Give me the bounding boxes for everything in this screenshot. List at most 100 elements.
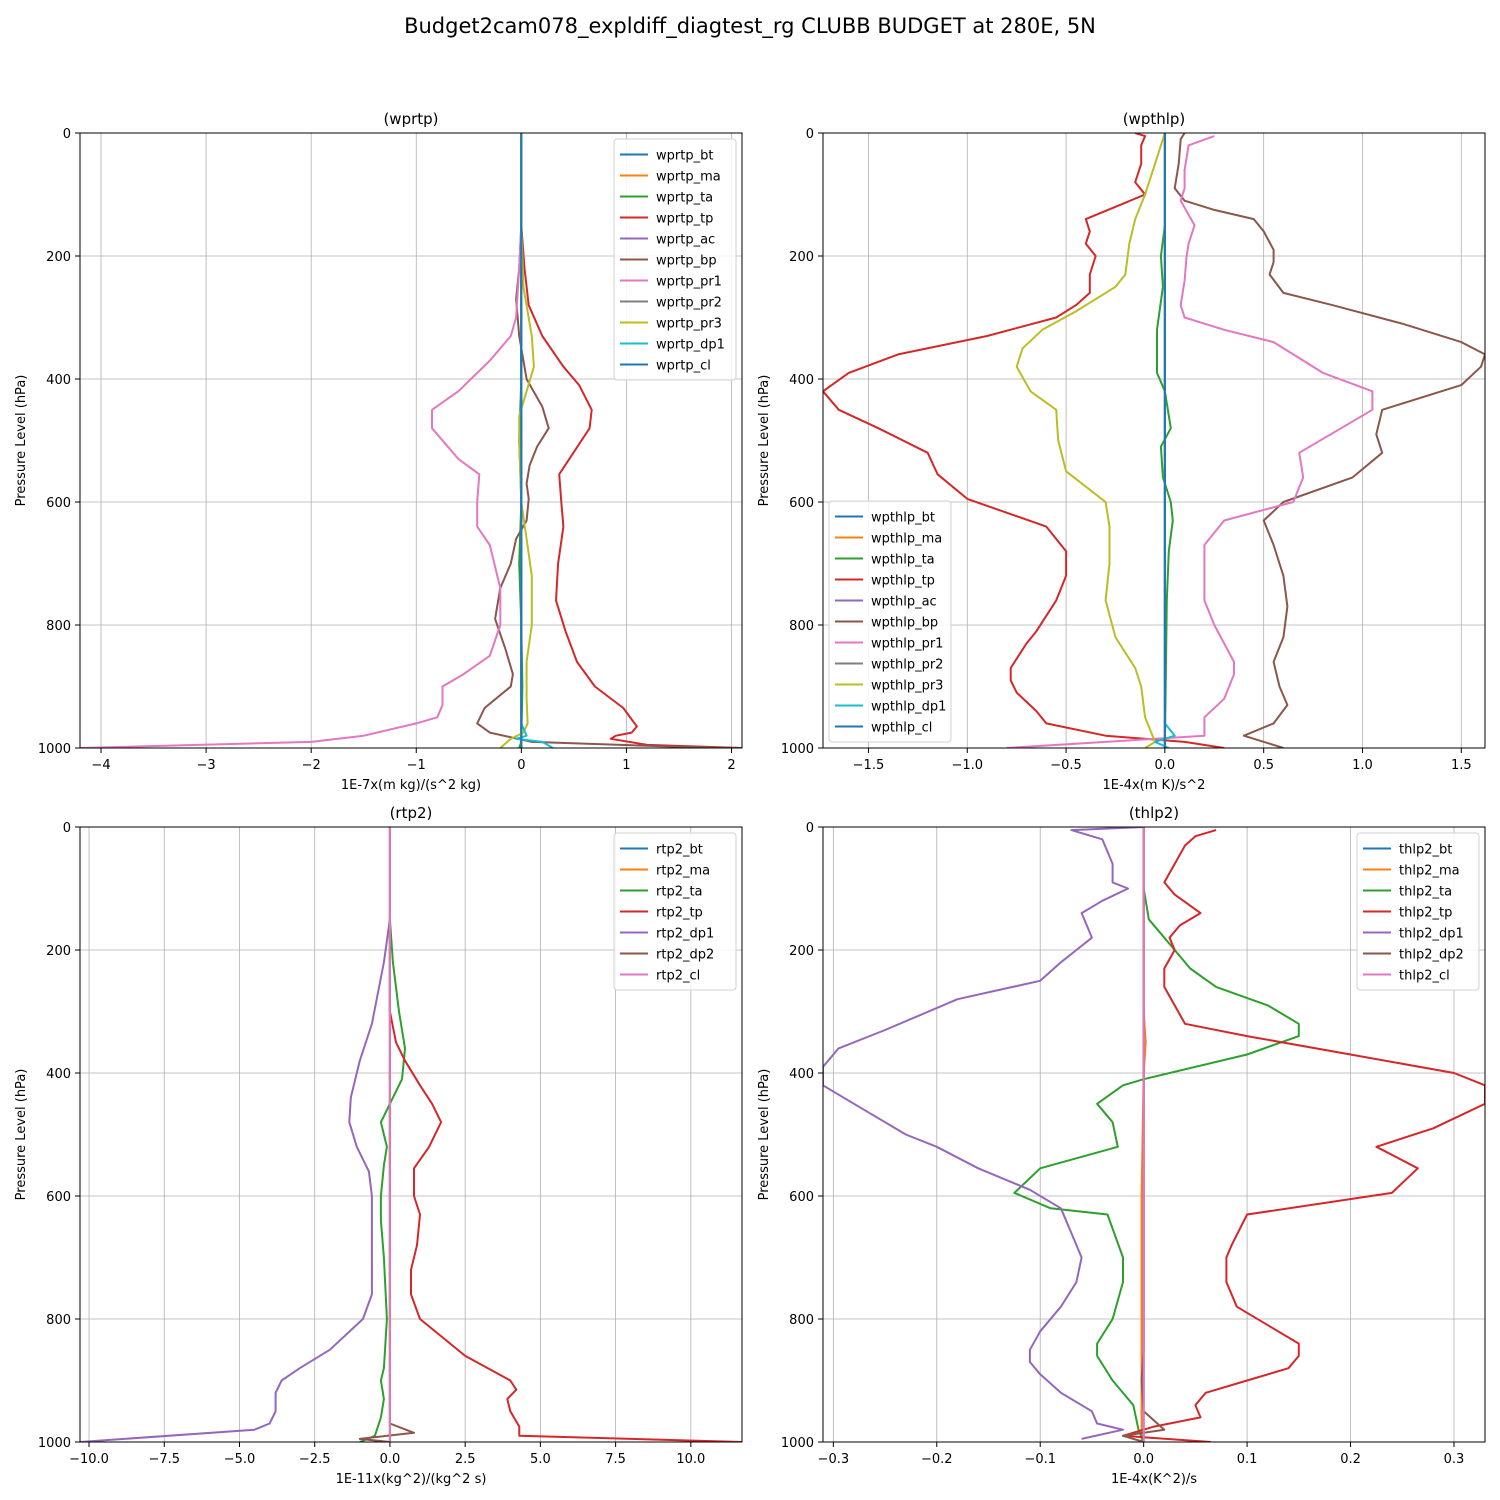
x-tick-label: 0 bbox=[517, 758, 525, 773]
legend-label: wprtp_ma bbox=[656, 170, 721, 185]
series-group bbox=[823, 827, 1485, 1442]
plot-frame bbox=[79, 826, 743, 1443]
chart-3: −0.3 −0.2 −0.1 0.0 0.1 0.2 0.3 0 200 400 600 800 100… bbox=[757, 804, 1486, 1487]
series-line-wpthlp_pr3 bbox=[1015, 133, 1166, 748]
plot-frame bbox=[822, 132, 1486, 749]
legend: wprtp_bt wprtp_ma wprtp_ta wprtp_tp wprtp_ac… bbox=[613, 138, 737, 381]
x-tick-label: 5.0 bbox=[530, 1452, 551, 1467]
y-tick-label: 400 bbox=[789, 373, 814, 388]
legend-label: wpthlp_ta bbox=[871, 553, 935, 568]
y-axis-label: Pressure Level (hPa) bbox=[757, 375, 772, 507]
x-tick-label: 0.0 bbox=[380, 1452, 401, 1467]
x-tick-label: −7.5 bbox=[148, 1452, 180, 1467]
x-axis-label: 1E-4x(K^2)/s bbox=[1111, 1472, 1197, 1487]
series-line-rtp2_ta bbox=[359, 919, 406, 1442]
legend-label: thlp2_ma bbox=[1399, 864, 1460, 879]
y-tick-label: 800 bbox=[46, 1313, 71, 1328]
series-line-wprtp_bp bbox=[476, 225, 742, 748]
x-tick-label: 7.5 bbox=[605, 1452, 626, 1467]
x-tick-label: −10.0 bbox=[69, 1452, 109, 1467]
legend: wpthlp_bt wpthlp_ma wpthlp_ta wpthlp_tpwpth… bbox=[828, 500, 952, 743]
y-tick-label: 0 bbox=[63, 821, 71, 836]
legend-label: wprtp_pr3 bbox=[656, 317, 722, 332]
x-tick-label: 1.0 bbox=[1352, 758, 1373, 773]
legend-label: wpthlp_bp bbox=[871, 616, 938, 631]
chart-1: −1.5 −1.0 −0.5 0.0 0.5 1.0 1.5 0 200 400 600 800 100… bbox=[757, 110, 1486, 793]
series-group bbox=[823, 133, 1485, 748]
y-tick-label: 600 bbox=[46, 496, 71, 511]
legend-label: wprtp_ac bbox=[656, 233, 715, 248]
series-line-wpthlp_tp bbox=[823, 133, 1225, 748]
x-tick-label: 2 bbox=[727, 758, 735, 773]
y-tick-label: 1000 bbox=[781, 1436, 814, 1451]
x-tick-label: −2.5 bbox=[299, 1452, 331, 1467]
y-tick-label: 400 bbox=[789, 1067, 814, 1082]
y-tick-label: 400 bbox=[46, 1067, 71, 1082]
chart-title: (thlp2) bbox=[1129, 804, 1179, 822]
legend: thlp2_bt thlp2_ma thlp2_ta thlp2_tp thlp2_dp… bbox=[1356, 832, 1480, 991]
plot-frame bbox=[79, 132, 743, 749]
x-tick-label: 0.0 bbox=[1133, 1452, 1154, 1467]
x-tick-label: 0.2 bbox=[1340, 1452, 1361, 1467]
series-group bbox=[80, 827, 742, 1442]
y-tick-label: 200 bbox=[789, 944, 814, 959]
series-line-thlp2_ta bbox=[1013, 888, 1300, 1442]
x-tick-label: −2 bbox=[302, 758, 321, 773]
x-tick-label: −0.2 bbox=[921, 1452, 953, 1467]
y-tick-label: 600 bbox=[46, 1190, 71, 1205]
legend-label: thlp2_dp2 bbox=[1399, 948, 1464, 963]
y-tick-label: 1000 bbox=[38, 742, 71, 757]
legend-label: rtp2_dp2 bbox=[656, 948, 714, 963]
x-tick-label: −1 bbox=[407, 758, 426, 773]
x-tick-label: −1.0 bbox=[951, 758, 983, 773]
x-tick-label: −0.5 bbox=[1050, 758, 1082, 773]
legend-label: wprtp_pr1 bbox=[656, 275, 722, 290]
series-group bbox=[80, 133, 742, 748]
chart-title: (wpthlp) bbox=[1123, 110, 1186, 128]
y-tick-label: 200 bbox=[789, 250, 814, 265]
chart-title: (rtp2) bbox=[390, 804, 433, 822]
plot-frame bbox=[822, 826, 1486, 1443]
series-line-wprtp_tp bbox=[520, 225, 742, 748]
series-line-wpthlp_bp bbox=[1173, 133, 1485, 748]
x-axis-label: 1E-7x(m kg)/(s^2 kg) bbox=[341, 778, 481, 793]
legend-label: wpthlp_cl bbox=[871, 721, 932, 736]
y-tick-label: 600 bbox=[789, 496, 814, 511]
x-tick-label: 0.0 bbox=[1155, 758, 1176, 773]
legend-label: wpthlp_tp bbox=[871, 574, 935, 589]
legend-label: wpthlp_ma bbox=[871, 532, 942, 547]
legend-box bbox=[1356, 832, 1480, 991]
x-tick-label: 0.3 bbox=[1444, 1452, 1465, 1467]
chart-title: (wprtp) bbox=[383, 110, 438, 128]
series-line-rtp2_dp2 bbox=[358, 827, 415, 1442]
series-line-rtp2_dp1 bbox=[80, 919, 391, 1442]
legend-label: rtp2_ta bbox=[656, 885, 703, 900]
y-tick-label: 800 bbox=[789, 619, 814, 634]
x-tick-label: −4 bbox=[91, 758, 110, 773]
legend-label: thlp2_dp1 bbox=[1399, 927, 1464, 942]
y-tick-label: 0 bbox=[806, 821, 814, 836]
legend: rtp2_bt rtp2_ma rtp2_ta rtp2_tp rtp2_dp1 rtp2… bbox=[613, 832, 737, 991]
legend-label: wpthlp_pr2 bbox=[871, 658, 943, 673]
legend-label: thlp2_tp bbox=[1399, 906, 1452, 921]
y-tick-label: 800 bbox=[46, 619, 71, 634]
legend-label: thlp2_cl bbox=[1399, 969, 1450, 984]
y-tick-label: 200 bbox=[46, 944, 71, 959]
x-tick-label: 10.0 bbox=[676, 1452, 705, 1467]
x-tick-label: −0.3 bbox=[818, 1452, 850, 1467]
x-tick-label: −0.1 bbox=[1024, 1452, 1056, 1467]
x-tick-label: 1.5 bbox=[1451, 758, 1472, 773]
y-tick-label: 600 bbox=[789, 1190, 814, 1205]
y-tick-label: 0 bbox=[63, 127, 71, 142]
legend-label: rtp2_bt bbox=[656, 843, 703, 858]
legend-label: wpthlp_dp1 bbox=[871, 700, 946, 715]
x-tick-label: −1.5 bbox=[853, 758, 885, 773]
legend-label: wprtp_tp bbox=[656, 212, 713, 227]
legend-label: wpthlp_pr1 bbox=[871, 637, 943, 652]
x-tick-label: 2.5 bbox=[455, 1452, 476, 1467]
y-tick-label: 1000 bbox=[781, 742, 814, 757]
y-tick-label: 0 bbox=[806, 127, 814, 142]
legend-label: wprtp_bt bbox=[656, 149, 713, 164]
legend-label: rtp2_tp bbox=[656, 906, 703, 921]
